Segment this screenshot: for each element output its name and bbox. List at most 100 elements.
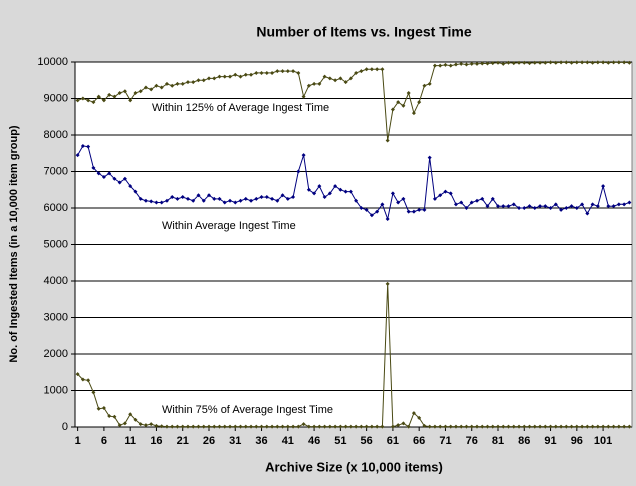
marker	[196, 193, 201, 198]
marker	[616, 202, 621, 207]
marker	[580, 202, 585, 207]
marker	[501, 424, 506, 429]
marker	[375, 67, 380, 72]
marker	[401, 421, 406, 426]
marker	[469, 61, 474, 66]
marker	[117, 91, 122, 96]
marker	[396, 100, 401, 105]
series-line	[77, 283, 630, 428]
marker	[527, 424, 532, 429]
marker	[291, 195, 296, 200]
marker	[443, 62, 448, 67]
x-tick-label: 41	[282, 435, 294, 447]
x-axis-label: Archive Size (x 10,000 items)	[265, 459, 443, 474]
marker	[333, 424, 338, 429]
marker	[149, 199, 154, 204]
marker	[243, 424, 248, 429]
marker	[527, 204, 532, 209]
marker	[380, 67, 385, 72]
marker	[159, 200, 164, 205]
marker	[128, 412, 133, 417]
marker	[569, 60, 574, 65]
marker	[427, 155, 432, 160]
marker	[117, 423, 122, 428]
marker	[616, 60, 621, 65]
marker	[112, 414, 117, 419]
marker	[569, 424, 574, 429]
marker	[485, 424, 490, 429]
marker	[206, 424, 211, 429]
marker	[206, 193, 211, 198]
marker	[411, 411, 416, 416]
y-tick-label: 8000	[44, 129, 68, 141]
y-tick-label: 0	[62, 421, 68, 433]
marker	[548, 206, 553, 210]
marker	[333, 184, 338, 189]
marker	[511, 424, 516, 429]
marker	[259, 195, 264, 200]
marker	[128, 98, 133, 103]
y-tick-label: 10000	[37, 56, 68, 68]
marker	[233, 200, 238, 205]
x-tick-label: 51	[334, 435, 346, 447]
marker	[259, 424, 264, 429]
marker	[233, 72, 238, 77]
marker	[143, 423, 148, 428]
marker	[527, 61, 532, 66]
marker	[474, 61, 479, 66]
marker	[616, 424, 621, 429]
marker	[217, 196, 222, 201]
marker	[312, 191, 317, 196]
marker	[585, 211, 590, 216]
marker	[453, 62, 458, 67]
marker	[354, 198, 359, 203]
marker	[417, 415, 422, 420]
marker	[175, 424, 180, 429]
marker	[243, 72, 248, 77]
annotation: Within Average Ingest Time	[162, 220, 296, 232]
x-tick-label: 11	[124, 435, 136, 447]
marker	[317, 184, 322, 189]
marker	[275, 424, 280, 429]
marker	[506, 204, 511, 209]
marker	[432, 63, 437, 68]
marker	[480, 196, 485, 201]
marker	[448, 63, 453, 68]
marker	[627, 424, 632, 429]
marker	[627, 200, 632, 205]
y-tick-label: 9000	[44, 92, 68, 104]
marker	[611, 424, 616, 429]
marker	[122, 176, 127, 181]
marker	[212, 76, 217, 81]
marker	[101, 174, 106, 179]
y-tick-label: 4000	[44, 275, 68, 287]
marker	[180, 424, 185, 429]
marker	[322, 424, 327, 429]
marker	[543, 424, 548, 429]
marker	[322, 74, 327, 79]
x-tick-label: 1	[75, 435, 81, 447]
marker	[291, 424, 296, 429]
marker	[574, 60, 579, 65]
marker	[401, 103, 406, 108]
marker	[438, 424, 443, 429]
marker	[348, 189, 353, 194]
marker	[522, 206, 527, 210]
marker	[128, 184, 133, 189]
marker	[380, 202, 385, 207]
marker	[622, 60, 627, 65]
marker	[406, 209, 411, 214]
marker	[133, 91, 138, 96]
marker	[91, 390, 96, 395]
marker	[595, 424, 600, 429]
marker	[595, 204, 600, 209]
marker	[459, 424, 464, 429]
marker	[270, 424, 275, 429]
marker	[559, 207, 564, 212]
marker	[117, 180, 122, 185]
marker	[590, 202, 595, 207]
marker	[580, 60, 585, 65]
series-line	[77, 145, 630, 221]
marker	[506, 60, 511, 65]
annotation: Within 125% of Average Ingest Time	[152, 102, 329, 114]
